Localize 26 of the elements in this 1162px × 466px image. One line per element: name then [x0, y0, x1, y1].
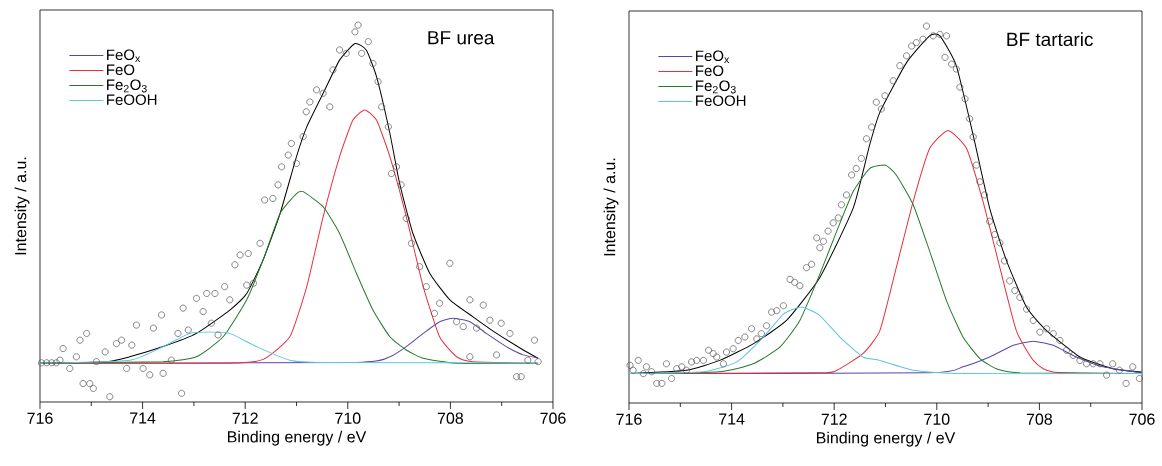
x-axis-title: Binding energy / eV — [227, 430, 367, 446]
legend-label: Fe$_{2}$O$_{3}$ — [696, 80, 736, 94]
x-tick-label: 708 — [1026, 413, 1053, 425]
x-tick-label: 716 — [616, 413, 642, 425]
y-axis-title: Intensity / a.u. — [603, 158, 619, 256]
x-tick-label: 714 — [130, 412, 156, 424]
legend-label: FeO — [696, 65, 724, 77]
x-tick-label: 712 — [821, 413, 847, 425]
chart-title: BF urea — [428, 31, 495, 45]
x-tick-label: 708 — [437, 412, 464, 424]
x-axis-title: Binding energy / eV — [816, 431, 956, 447]
legend-label: FeO$_{x}$ — [107, 49, 141, 63]
x-tick-label: 712 — [232, 412, 258, 424]
x-tick-label: 706 — [540, 412, 566, 424]
x-tick-label: 714 — [719, 413, 745, 425]
x-tick-label: 706 — [1129, 413, 1155, 425]
x-tick-label: 716 — [27, 412, 53, 424]
legend-label: FeO — [107, 64, 135, 76]
legend-label: FeO$_{x}$ — [696, 50, 730, 64]
x-tick-label: 710 — [924, 413, 950, 425]
legend-label: FeOOH — [107, 94, 157, 106]
x-tick-label: 710 — [335, 412, 361, 424]
chart-title: BF tartaric — [1007, 32, 1093, 47]
y-axis-title: Intensity / a.u. — [14, 157, 30, 255]
legend-label: Fe$_{2}$O$_{3}$ — [107, 79, 147, 93]
legend-label: FeOOH — [696, 95, 746, 107]
